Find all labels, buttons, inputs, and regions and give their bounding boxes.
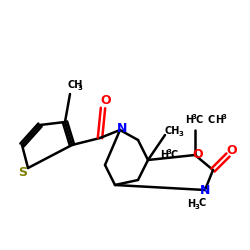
Text: 3: 3	[166, 149, 172, 155]
Text: O: O	[193, 148, 203, 160]
Text: 3: 3	[194, 204, 200, 210]
Text: 3: 3	[222, 114, 226, 120]
Text: C: C	[196, 115, 202, 125]
Text: N: N	[117, 122, 127, 136]
Text: H: H	[215, 115, 223, 125]
Text: C: C	[198, 198, 205, 208]
Text: C: C	[170, 150, 177, 160]
Text: 3: 3	[192, 114, 196, 120]
Text: CH: CH	[164, 126, 180, 136]
Text: H: H	[160, 150, 168, 160]
Text: 3: 3	[178, 131, 184, 137]
Text: O: O	[101, 94, 111, 108]
Text: C: C	[208, 115, 214, 125]
Text: 3: 3	[78, 85, 83, 91]
Text: S: S	[18, 166, 28, 179]
Text: H: H	[187, 199, 195, 209]
Text: N: N	[200, 184, 210, 198]
Text: O: O	[227, 144, 237, 158]
Text: H: H	[185, 115, 193, 125]
Text: CH: CH	[68, 80, 84, 90]
